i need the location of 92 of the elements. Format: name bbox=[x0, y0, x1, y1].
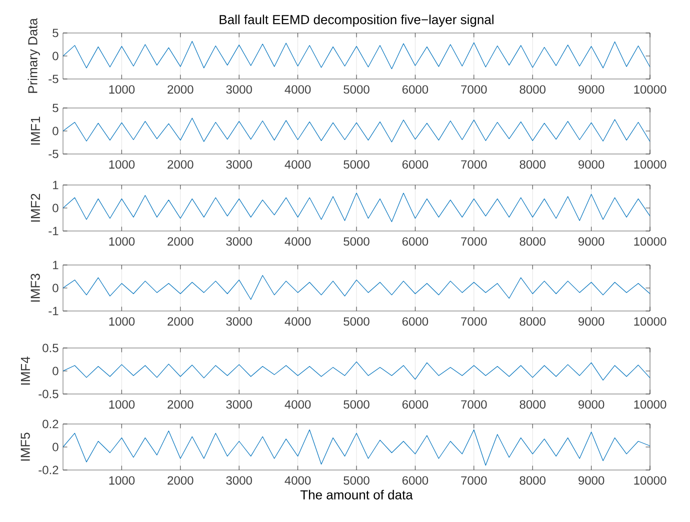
y-tick-label: 1 bbox=[53, 260, 58, 270]
x-tick-label: 8000 bbox=[520, 317, 546, 326]
x-tick-label: 8000 bbox=[520, 160, 546, 169]
x-tick-label: 5000 bbox=[344, 317, 370, 326]
x-tick-label: 7000 bbox=[461, 85, 487, 94]
x-tick-label: 8000 bbox=[520, 476, 546, 485]
x-tick-label: 8000 bbox=[520, 237, 546, 246]
y-tick-label: -1 bbox=[48, 226, 58, 236]
x-tick-label: 1000 bbox=[109, 317, 135, 326]
x-tick-label: 10000 bbox=[634, 317, 666, 326]
x-tick-label: 7000 bbox=[461, 476, 487, 485]
y-axis-title: IMF1 bbox=[30, 116, 40, 145]
y-tick-label: -1 bbox=[48, 306, 58, 316]
y-tick-label: 5 bbox=[52, 28, 58, 38]
x-tick-label: 6000 bbox=[402, 317, 428, 326]
y-axis-title: IMF5 bbox=[20, 432, 30, 461]
x-tick-label: 9000 bbox=[578, 317, 604, 326]
x-tick-label: 4000 bbox=[284, 317, 311, 326]
x-tick-label: 7000 bbox=[461, 400, 487, 409]
y-tick-label: 0.5 bbox=[42, 344, 58, 352]
y-axis-title: IMF3 bbox=[30, 274, 40, 302]
x-tick-label: 1000 bbox=[109, 160, 135, 169]
y-axis-title: Primary Data bbox=[28, 18, 40, 93]
x-axis-title: The amount of data bbox=[300, 490, 413, 500]
line-series bbox=[63, 118, 650, 142]
x-tick-label: 1000 bbox=[109, 237, 135, 246]
chart-title: Ball fault EEMD decomposition five−layer signal bbox=[220, 14, 494, 27]
line-series bbox=[63, 40, 650, 70]
x-tick-label: 4000 bbox=[284, 160, 311, 169]
x-tick-label: 3000 bbox=[226, 476, 252, 485]
x-tick-label: 6000 bbox=[402, 237, 428, 246]
x-tick-label: 1000 bbox=[109, 476, 135, 485]
x-tick-label: 2000 bbox=[168, 476, 194, 485]
x-tick-label: 3000 bbox=[226, 85, 252, 94]
x-tick-label: 9000 bbox=[578, 400, 604, 409]
x-tick-label: 2000 bbox=[168, 317, 194, 326]
x-tick-label: 2000 bbox=[168, 237, 194, 246]
y-tick-label: 0 bbox=[52, 52, 58, 60]
x-tick-label: 2000 bbox=[168, 160, 194, 169]
x-tick-label: 7000 bbox=[461, 160, 487, 169]
line-series bbox=[63, 429, 650, 466]
line-series bbox=[63, 192, 650, 222]
y-tick-label: 1 bbox=[53, 180, 58, 190]
x-tick-label: 3000 bbox=[226, 160, 252, 169]
y-axis-title: IMF4 bbox=[20, 356, 30, 385]
x-tick-label: 4000 bbox=[284, 476, 311, 485]
y-tick-label: 0 bbox=[52, 442, 58, 452]
x-tick-label: 9000 bbox=[578, 85, 604, 94]
x-tick-label: 5000 bbox=[344, 400, 370, 409]
x-tick-label: 8000 bbox=[520, 85, 546, 94]
x-tick-label: 4000 bbox=[284, 400, 311, 409]
x-tick-label: 2000 bbox=[168, 400, 194, 409]
x-tick-label: 9000 bbox=[578, 237, 604, 246]
y-tick-label: 5 bbox=[52, 104, 58, 112]
line-series bbox=[63, 275, 650, 300]
x-tick-label: 5000 bbox=[344, 85, 370, 94]
y-tick-label: 0 bbox=[52, 366, 58, 376]
x-tick-label: 2000 bbox=[168, 85, 194, 94]
x-tick-label: 3000 bbox=[226, 317, 252, 326]
x-tick-label: 3000 bbox=[226, 237, 252, 246]
x-tick-label: 4000 bbox=[284, 237, 311, 246]
x-tick-label: 5000 bbox=[344, 160, 370, 169]
y-tick-label: -5 bbox=[48, 74, 58, 84]
x-tick-label: 1000 bbox=[109, 85, 135, 94]
y-tick-label: -0.2 bbox=[38, 466, 58, 474]
y-tick-label: -0.5 bbox=[38, 390, 58, 398]
x-tick-label: 10000 bbox=[634, 85, 666, 94]
x-tick-label: 4000 bbox=[284, 85, 311, 94]
x-tick-label: 9000 bbox=[578, 476, 604, 485]
x-tick-label: 3000 bbox=[226, 400, 252, 409]
x-tick-label: 10000 bbox=[634, 476, 666, 485]
x-tick-label: 7000 bbox=[461, 317, 487, 326]
x-tick-label: 10000 bbox=[634, 237, 666, 246]
x-tick-label: 1000 bbox=[109, 400, 135, 409]
y-axis-title: IMF2 bbox=[30, 194, 40, 222]
x-tick-label: 8000 bbox=[520, 400, 546, 409]
x-tick-label: 10000 bbox=[634, 160, 666, 169]
line-series bbox=[63, 361, 650, 380]
x-tick-label: 6000 bbox=[402, 476, 428, 485]
y-tick-label: 0.2 bbox=[42, 420, 58, 428]
y-tick-label: -5 bbox=[48, 150, 58, 158]
x-tick-label: 6000 bbox=[402, 160, 428, 169]
x-tick-label: 5000 bbox=[344, 237, 370, 246]
x-tick-label: 6000 bbox=[402, 85, 428, 94]
x-tick-label: 7000 bbox=[461, 237, 487, 246]
y-tick-label: 0 bbox=[52, 284, 58, 292]
x-tick-label: 10000 bbox=[634, 400, 666, 409]
x-tick-label: 9000 bbox=[578, 160, 604, 169]
x-tick-label: 6000 bbox=[402, 400, 428, 409]
y-tick-label: 0 bbox=[52, 204, 58, 212]
x-tick-label: 5000 bbox=[344, 476, 370, 485]
y-tick-label: 0 bbox=[52, 126, 58, 136]
